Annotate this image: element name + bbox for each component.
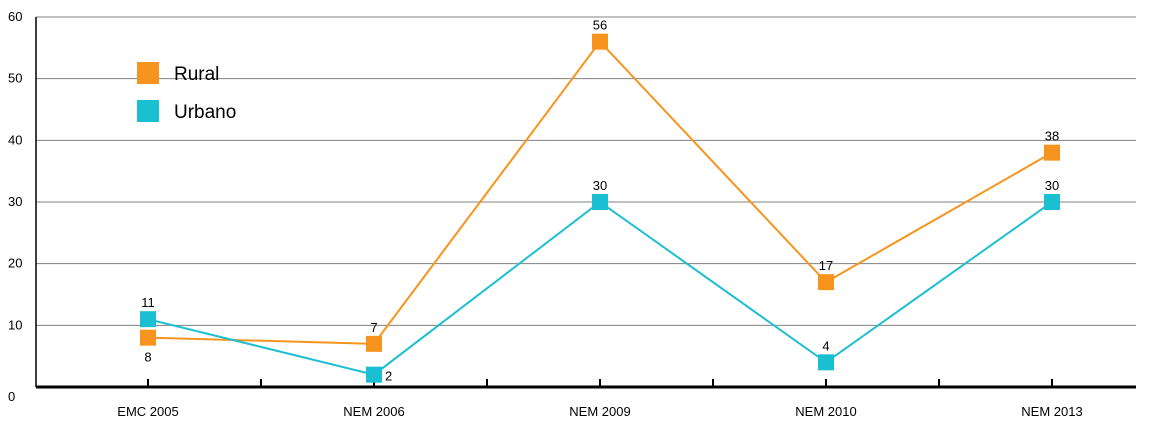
legend: Rural Urbano bbox=[137, 62, 236, 123]
data-point-rural bbox=[592, 33, 608, 50]
data-point-rural bbox=[366, 335, 382, 352]
series-line-urbano bbox=[147, 200, 1053, 376]
data-label: 7 bbox=[370, 320, 377, 335]
data-label: 8 bbox=[144, 350, 151, 365]
data-point-rural bbox=[818, 274, 834, 291]
y-tick-label: 0 bbox=[8, 389, 15, 404]
y-tick-label: 10 bbox=[8, 317, 22, 332]
gridlines bbox=[35, 16, 1136, 387]
legend-swatch-urbano bbox=[137, 100, 159, 122]
legend-swatch-rural bbox=[137, 62, 159, 84]
series-layer bbox=[140, 33, 1060, 383]
data-label: 11 bbox=[141, 295, 155, 310]
x-tick-label: EMC 2005 bbox=[117, 404, 178, 419]
y-tick-label: 50 bbox=[8, 71, 22, 86]
data-point-rural bbox=[140, 329, 156, 346]
x-axis bbox=[36, 379, 1136, 389]
legend-label-rural: Rural bbox=[174, 64, 219, 85]
data-label: 4 bbox=[822, 338, 829, 353]
data-point-urbano bbox=[592, 194, 608, 210]
x-tick-label: NEM 2010 bbox=[795, 404, 856, 419]
data-label: 2 bbox=[385, 369, 392, 384]
data-point-urbano bbox=[140, 311, 156, 328]
data-point-urbano bbox=[1044, 194, 1060, 210]
data-label: 30 bbox=[1045, 178, 1059, 193]
data-labels: 8 7 56 17 38 11 2 30 4 30 bbox=[141, 18, 1059, 384]
y-axis-ticks: 0 10 20 30 40 50 60 bbox=[8, 9, 22, 404]
y-tick-label: 60 bbox=[8, 9, 22, 24]
data-label: 17 bbox=[819, 258, 833, 273]
x-tick-label: NEM 2006 bbox=[343, 404, 404, 419]
data-point-rural bbox=[1044, 144, 1060, 161]
data-point-urbano bbox=[818, 354, 834, 371]
y-tick-label: 20 bbox=[8, 256, 22, 271]
x-tick-label: NEM 2013 bbox=[1021, 404, 1082, 419]
data-label: 56 bbox=[593, 18, 607, 33]
x-tick-label: NEM 2009 bbox=[569, 404, 630, 419]
data-label: 30 bbox=[593, 178, 607, 193]
x-axis-ticks: EMC 2005 NEM 2006 NEM 2009 NEM 2010 NEM 2013 bbox=[117, 404, 1082, 419]
y-tick-label: 40 bbox=[8, 132, 22, 147]
data-point-urbano bbox=[366, 366, 382, 383]
y-tick-label: 30 bbox=[8, 194, 22, 209]
data-label: 38 bbox=[1045, 129, 1059, 144]
legend-label-urbano: Urbano bbox=[174, 102, 236, 123]
